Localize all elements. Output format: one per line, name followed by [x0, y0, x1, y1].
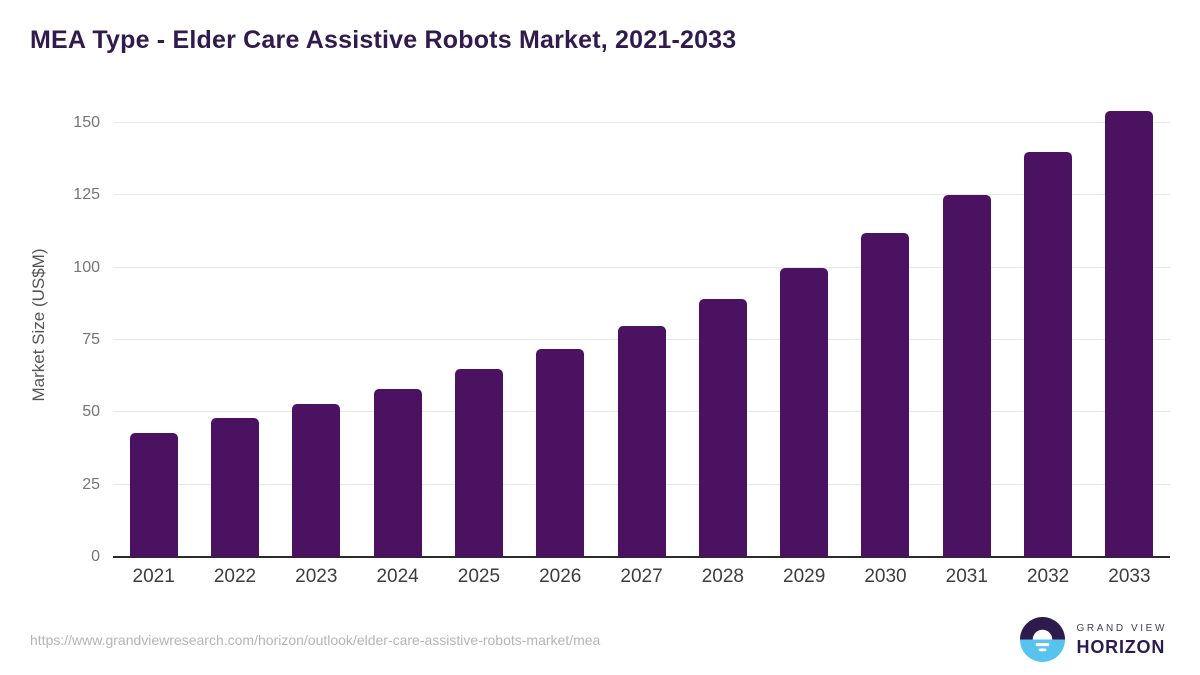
bar-slot [520, 92, 601, 557]
bar-2028 [698, 299, 747, 557]
x-tick-label: 2033 [1108, 566, 1151, 587]
x-axis-labels: 2021 2022 2023 2024 2025 2026 2027 2028 2029 2030… [113, 566, 1170, 588]
gridline [113, 266, 1170, 268]
bar-slot [113, 92, 194, 557]
bar-2033 [1105, 111, 1154, 557]
bar-slot [1007, 92, 1088, 557]
brand-name-top: GRAND VIEW [1076, 622, 1167, 634]
bar-slot [845, 92, 926, 557]
bar-2029 [780, 268, 829, 557]
x-tick-label: 2022 [213, 566, 257, 587]
bar-slot [357, 92, 438, 557]
brand-logo: GRAND VIEW HORIZON [1019, 616, 1167, 663]
x-tick-label: 2028 [701, 566, 744, 587]
bar-2021 [129, 433, 178, 557]
bar-2031 [942, 195, 991, 557]
x-tick-label: 2032 [1026, 566, 1070, 587]
bar-slot [194, 92, 275, 557]
chart-title: MEA Type - Elder Care Assistive Robots M… [30, 26, 737, 54]
bar-2032 [1024, 152, 1073, 557]
bar-2024 [373, 389, 422, 557]
bar-2026 [536, 349, 585, 557]
y-tick-label: 50 [82, 403, 100, 421]
x-tick-label: 2029 [783, 566, 826, 587]
x-tick-label: 2024 [376, 566, 419, 587]
x-tick-label: 2031 [945, 566, 988, 587]
x-tick-label: 2030 [864, 566, 907, 587]
bar-2027 [617, 326, 666, 557]
y-tick-label: 75 [82, 331, 100, 348]
y-tick-label: 125 [73, 186, 100, 204]
y-tick-label: 150 [73, 114, 100, 131]
x-tick-label: 2025 [457, 566, 501, 587]
x-axis-line [113, 556, 1170, 558]
bar-slot [926, 92, 1007, 557]
bar-slot [1089, 92, 1170, 557]
bar-2025 [454, 369, 503, 557]
gridline [113, 122, 1170, 123]
bar-slot [276, 92, 357, 557]
y-tick-label: 100 [73, 258, 100, 276]
y-axis-labels: 0 25 50 75 100 125 150 [0, 92, 100, 565]
bars-group [113, 92, 1170, 557]
bar-slot [438, 92, 519, 557]
x-tick-label: 2021 [132, 566, 175, 587]
x-tick-label: 2026 [539, 566, 582, 587]
source-url: https://www.grandviewresearch.com/horizo… [30, 632, 601, 648]
brand-logo-text: GRAND VIEW HORIZON [1077, 623, 1167, 657]
plot-area [113, 92, 1170, 558]
bar-2030 [861, 233, 910, 557]
bar-slot [764, 92, 845, 557]
x-tick-label: 2027 [620, 566, 663, 587]
bar-2023 [292, 404, 341, 557]
x-tick-label: 2023 [295, 566, 338, 587]
bar-slot [601, 92, 682, 557]
gridline [113, 194, 1170, 196]
bar-2022 [210, 418, 259, 557]
horizon-sun-icon [1019, 616, 1065, 663]
y-tick-label: 0 [91, 548, 100, 565]
bar-slot [682, 92, 763, 557]
y-tick-label: 25 [82, 475, 100, 493]
brand-name-bottom: HORIZON [1076, 636, 1166, 657]
